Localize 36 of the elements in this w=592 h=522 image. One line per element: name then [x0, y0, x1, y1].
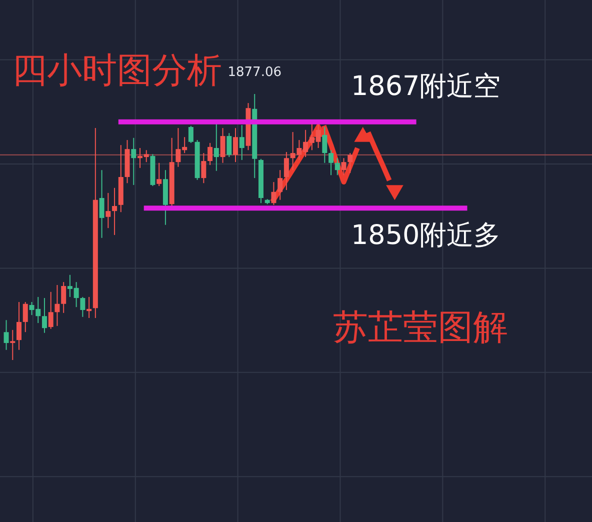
- candlestick: [48, 291, 54, 330]
- annotation: 1877.06: [228, 65, 282, 80]
- candlestick: [16, 302, 22, 350]
- candlestick: [220, 128, 226, 164]
- candlestick: [214, 124, 219, 172]
- candlestick: [334, 158, 340, 176]
- candlestick: [61, 282, 66, 314]
- candlestick: [22, 302, 28, 333]
- candlestick: [233, 128, 238, 163]
- candlestick: [226, 132, 232, 158]
- candlestick: [348, 152, 353, 174]
- candlestick: [106, 192, 111, 229]
- candlestick: [278, 170, 283, 200]
- candlestick: [188, 125, 194, 144]
- candlestick: [271, 182, 276, 206]
- candlestick: [201, 152, 206, 184]
- candlestick: [156, 162, 162, 187]
- candlestick: [54, 284, 60, 326]
- candlestick: [4, 320, 9, 350]
- annotation: 1850附近多: [351, 220, 501, 251]
- candlestick: [80, 296, 86, 318]
- annotation: 1867附近空: [351, 71, 501, 102]
- annotation: 苏芷莹图解: [333, 308, 508, 348]
- candlestick: [322, 126, 328, 164]
- candlestick: [112, 187, 118, 236]
- chart-title: 四小时图分析: [12, 51, 222, 91]
- candlestick: [284, 151, 289, 191]
- candlestick: [131, 137, 136, 186]
- candlestick: [239, 124, 244, 160]
- candlestick: [42, 298, 47, 334]
- candlestick: [99, 170, 104, 238]
- candlestick: [341, 158, 346, 176]
- candlestick: [10, 329, 16, 360]
- candlestick: [86, 296, 92, 318]
- candlestick: [328, 150, 334, 176]
- candlestick: [208, 142, 213, 166]
